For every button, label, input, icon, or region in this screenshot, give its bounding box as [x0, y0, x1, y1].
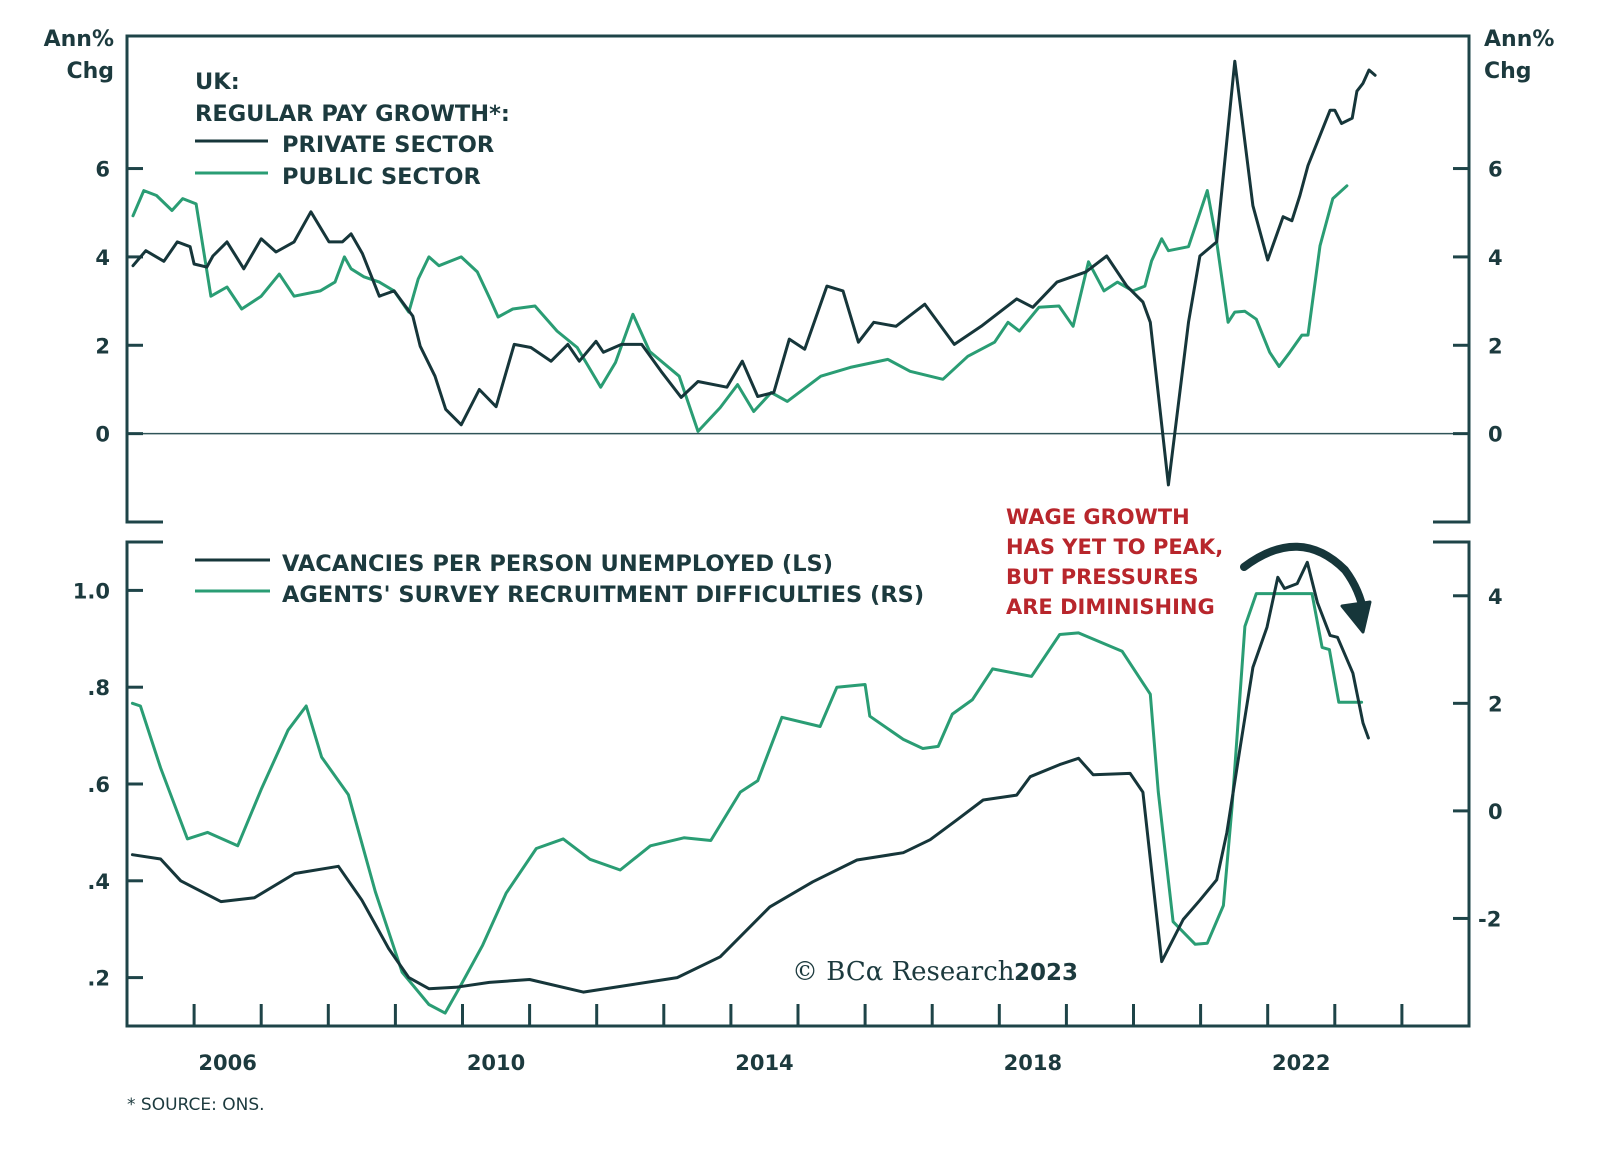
y-tick-label: 2 [1488, 334, 1503, 358]
legend-label-vacancies: VACANCIES PER PERSON UNEMPLOYED (LS) [282, 551, 833, 577]
top-panel: 0 2 4 6 0 2 4 6 Ann% Chg Ann% Chg UK: REGULAR … [44, 27, 1554, 524]
legend-title-line: REGULAR PAY GROWTH*: [195, 101, 510, 127]
annotation: WAGE GROWTH HAS YET TO PEAK, BUT PRESSUR… [1006, 505, 1372, 634]
top-left-y-ticks: 0 2 4 6 [95, 158, 143, 447]
left-y-tick-label: .4 [87, 870, 110, 894]
bottom-left-y-ticks: .2 .4 .6 .8 1.0 [73, 579, 143, 991]
x-axis-ticks [192, 1004, 1404, 1026]
right-y-tick-label: 0 [1488, 800, 1503, 824]
y-tick-label: 0 [1488, 423, 1503, 447]
legend-title-line: UK: [195, 69, 240, 95]
left-y-tick-label: .6 [87, 773, 110, 797]
right-y-tick-label: -2 [1478, 907, 1501, 931]
y-tick-label: 2 [95, 334, 110, 358]
top-right-unit-label: Ann% Chg [1484, 27, 1554, 84]
unit-label-line: Chg [1484, 59, 1532, 84]
bottom-right-y-ticks: -2 0 2 4 [1453, 585, 1503, 931]
source-footnote: * SOURCE: ONS. [127, 1095, 265, 1115]
unit-label-line: Ann% [1484, 27, 1554, 52]
x-axis-labels: 2006 2010 2014 2018 2022 [198, 1051, 1330, 1075]
bottom-panel-frame [125, 540, 1471, 1028]
top-panel-frame [125, 34, 1471, 524]
x-tick-label: 2018 [1004, 1051, 1062, 1075]
annotation-line: WAGE GROWTH [1006, 505, 1190, 529]
top-right-y-ticks: 0 2 4 6 [1453, 158, 1503, 447]
y-tick-label: 4 [95, 246, 110, 270]
unit-label-line: Chg [66, 59, 114, 84]
left-y-tick-label: 1.0 [73, 579, 110, 603]
top-legend: UK: REGULAR PAY GROWTH*: PRIVATE SECTOR … [195, 69, 510, 190]
curved-down-arrow-icon [1240, 542, 1372, 634]
annotation-line: BUT PRESSURES [1006, 565, 1199, 589]
legend-label-public-sector: PUBLIC SECTOR [282, 164, 481, 190]
left-y-tick-label: .2 [87, 967, 110, 991]
legend-label-private-sector: PRIVATE SECTOR [282, 132, 494, 158]
watermark-year: 2023 [1014, 960, 1078, 986]
y-tick-label: 4 [1488, 246, 1503, 270]
left-y-tick-label: .8 [87, 676, 110, 700]
x-tick-label: 2014 [735, 1051, 793, 1075]
y-tick-label: 0 [95, 423, 110, 447]
annotation-line: ARE DIMINISHING [1006, 595, 1215, 619]
series-line-vacancies-per-person-unemployed-ls [130, 560, 1370, 994]
watermark-text: © BCα Research [792, 957, 1015, 987]
x-tick-label: 2006 [198, 1051, 256, 1075]
x-tick-label: 2022 [1272, 1051, 1330, 1075]
bottom-legend: VACANCIES PER PERSON UNEMPLOYED (LS) AGE… [195, 551, 924, 608]
legend-label-recruitment-difficulties: AGENTS' SURVEY RECRUITMENT DIFFICULTIES … [282, 582, 924, 608]
right-y-tick-label: 2 [1488, 692, 1503, 716]
series-line-agents-survey-recruitment-difficulties-rs [130, 592, 1364, 1015]
series-line-public-sector [131, 184, 1349, 433]
top-left-unit-label: Ann% Chg [44, 27, 114, 84]
unit-label-line: Ann% [44, 27, 114, 52]
top-series-group [131, 59, 1377, 487]
bottom-series-group [130, 560, 1370, 1015]
series-line-private-sector [131, 59, 1377, 487]
y-tick-label: 6 [95, 158, 110, 182]
bottom-panel: .2 .4 .6 .8 1.0 -2 0 2 4 2006 2010 2014 2018 2022 V… [73, 505, 1503, 1075]
x-tick-label: 2010 [467, 1051, 525, 1075]
watermark: © BCα Research 2023 [792, 957, 1078, 987]
right-y-tick-label: 4 [1488, 585, 1503, 609]
annotation-line: HAS YET TO PEAK, [1006, 535, 1223, 559]
y-tick-label: 6 [1488, 158, 1503, 182]
